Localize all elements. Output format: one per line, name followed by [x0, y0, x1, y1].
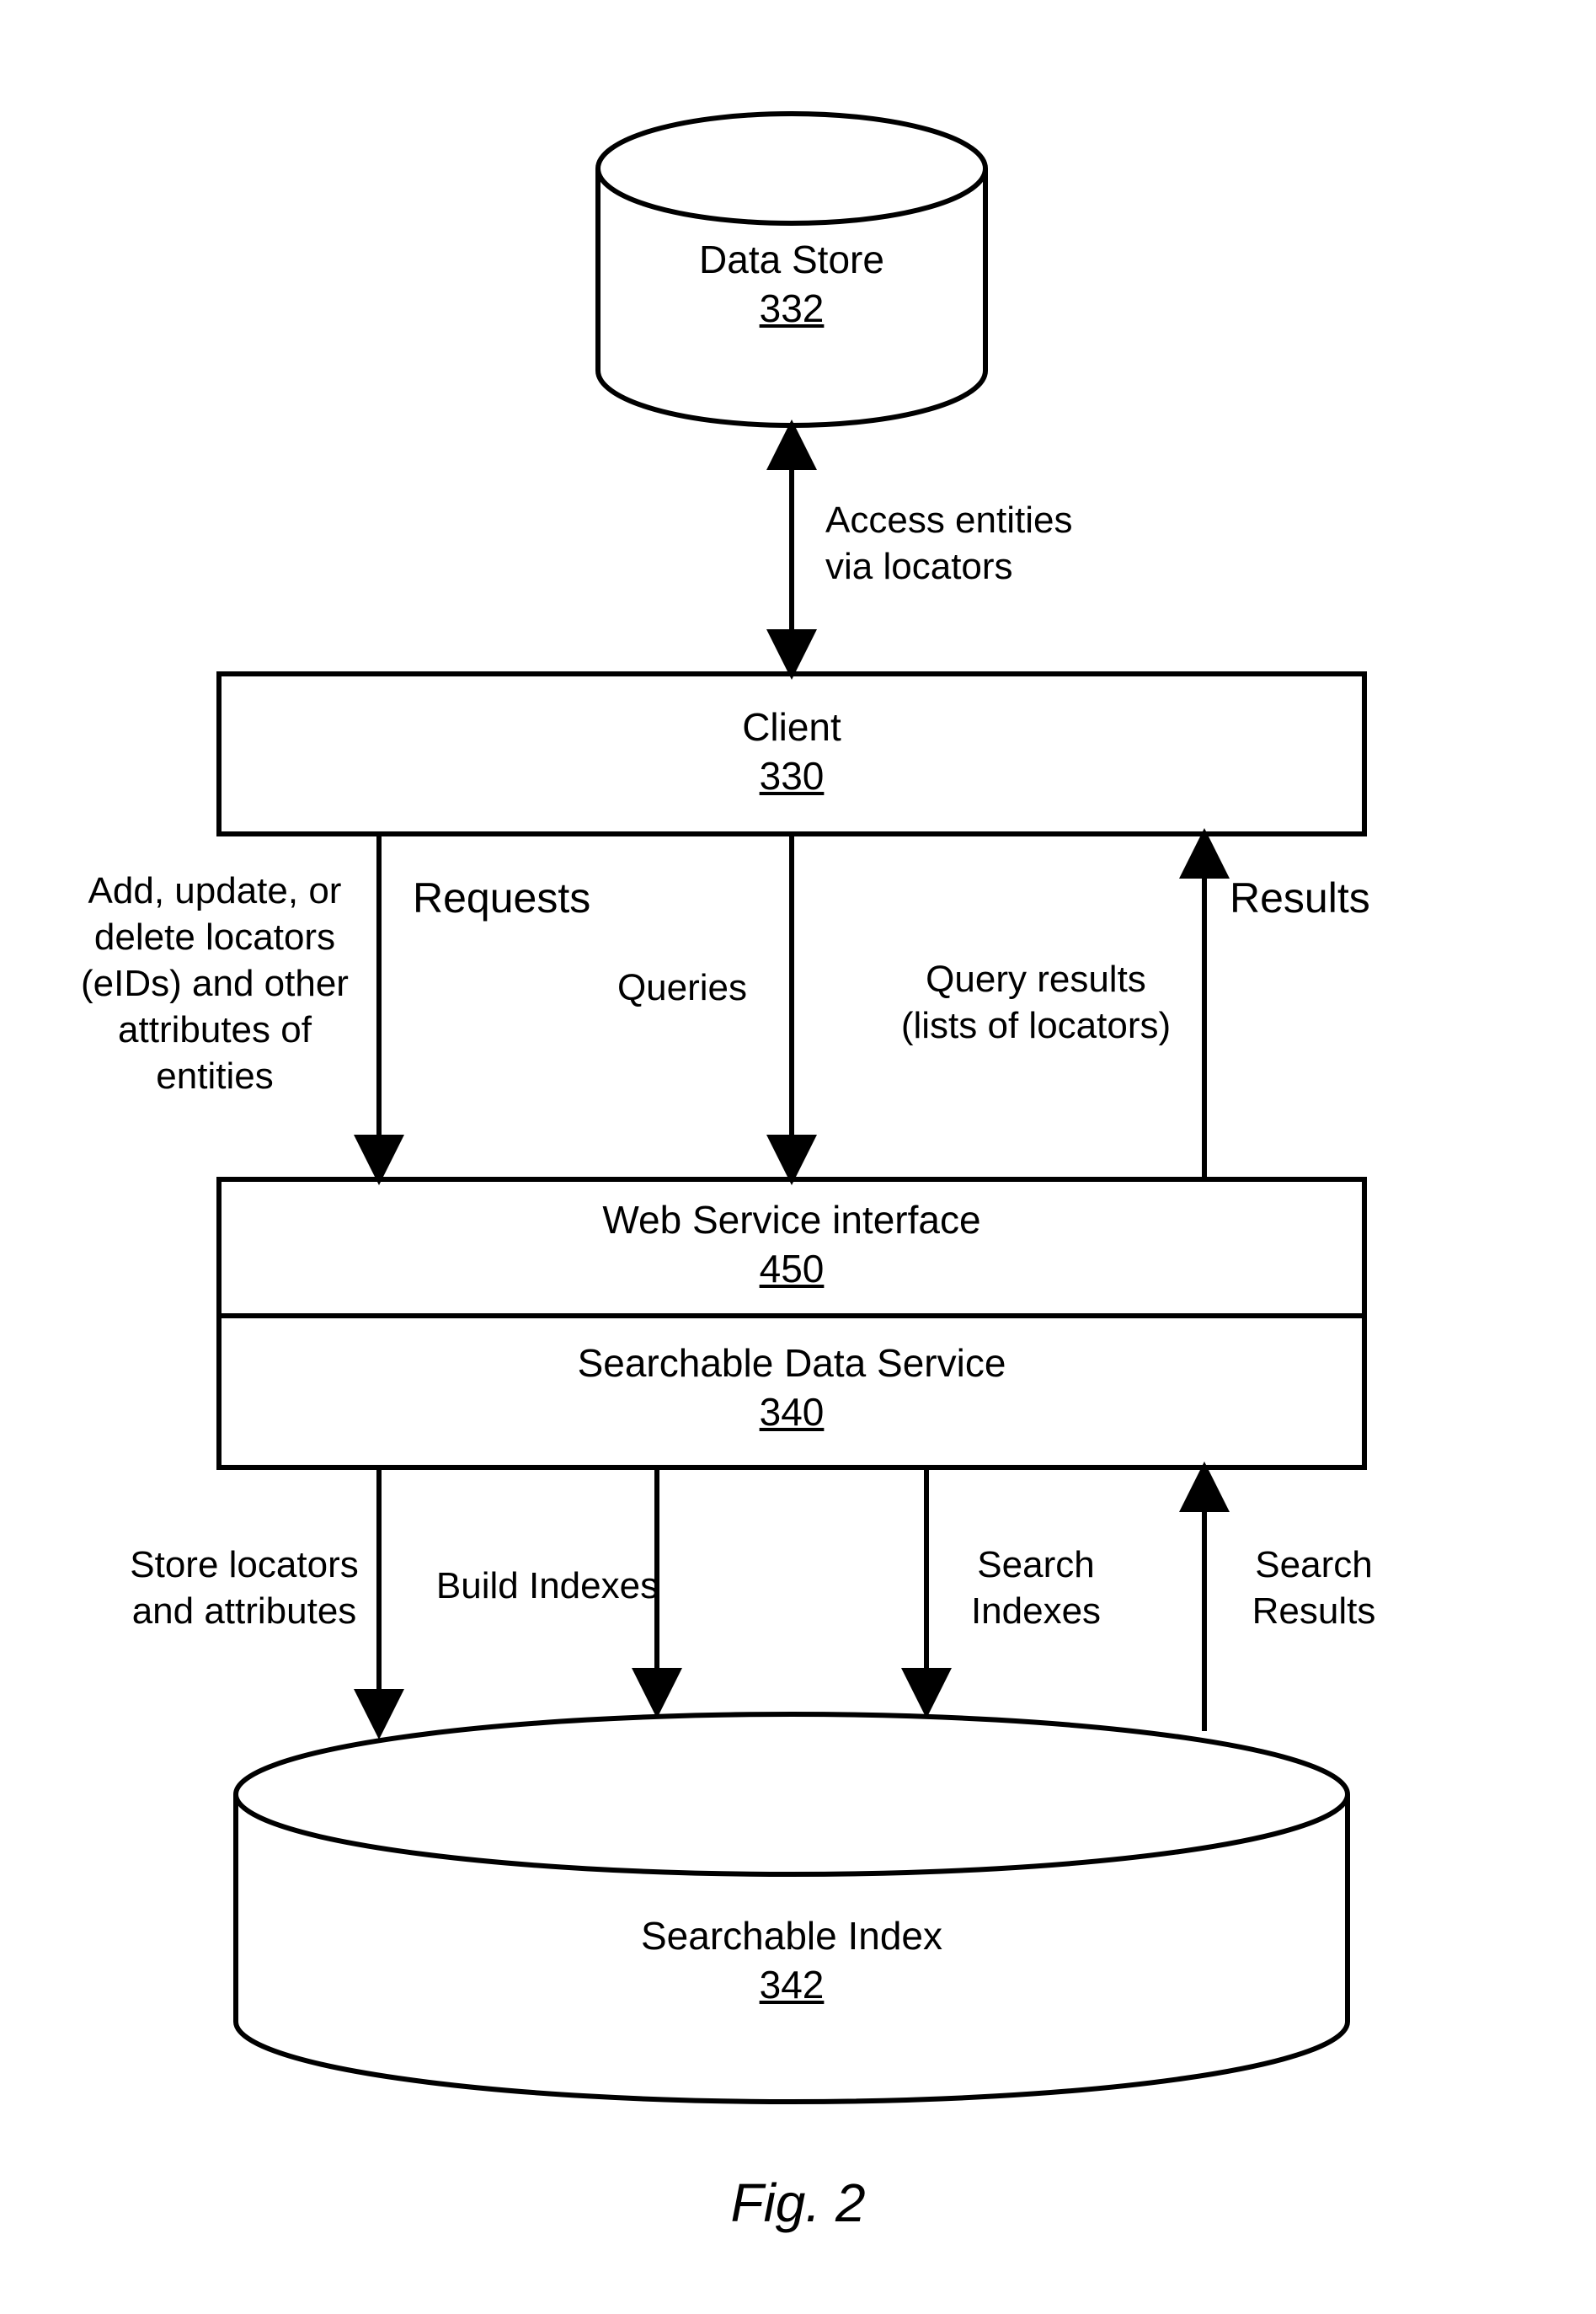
label-results: Results — [1230, 872, 1415, 925]
web-service-title: Web Service interface — [602, 1198, 980, 1242]
diagram-canvas: Data Store 332 Client 330 Web Service in… — [0, 0, 1596, 2314]
label-access: Access entitiesvia locators — [825, 497, 1179, 590]
label-web-service: Web Service interface 450 — [219, 1196, 1364, 1293]
label-query-results: Query results(lists of locators) — [876, 956, 1196, 1049]
label-sds: Searchable Data Service 340 — [219, 1339, 1364, 1436]
label-add-update: Add, update, ordelete locators(eIDs) and… — [72, 868, 358, 1099]
sds-num: 340 — [760, 1390, 825, 1434]
figure-caption: Fig. 2 — [0, 2169, 1596, 2237]
label-build: Build Indexes — [421, 1563, 674, 1609]
web-service-num: 450 — [760, 1247, 825, 1291]
label-client: Client 330 — [219, 703, 1364, 800]
label-search-idx: SearchIndexes — [952, 1542, 1120, 1634]
client-title: Client — [742, 705, 841, 749]
label-queries: Queries — [590, 965, 775, 1011]
label-searchable-index: Searchable Index 342 — [236, 1912, 1348, 2009]
sds-title: Searchable Data Service — [578, 1341, 1006, 1385]
si-num: 342 — [760, 1963, 825, 2007]
label-data-store: Data Store 332 — [623, 236, 960, 333]
node-searchable-index — [236, 1714, 1348, 2102]
label-search-res: SearchResults — [1230, 1542, 1398, 1634]
label-store: Store locatorsand attributes — [118, 1542, 371, 1634]
data-store-title: Data Store — [699, 238, 884, 281]
client-num: 330 — [760, 754, 825, 798]
si-title: Searchable Index — [641, 1914, 942, 1958]
data-store-num: 332 — [760, 286, 825, 330]
label-requests: Requests — [413, 872, 632, 925]
